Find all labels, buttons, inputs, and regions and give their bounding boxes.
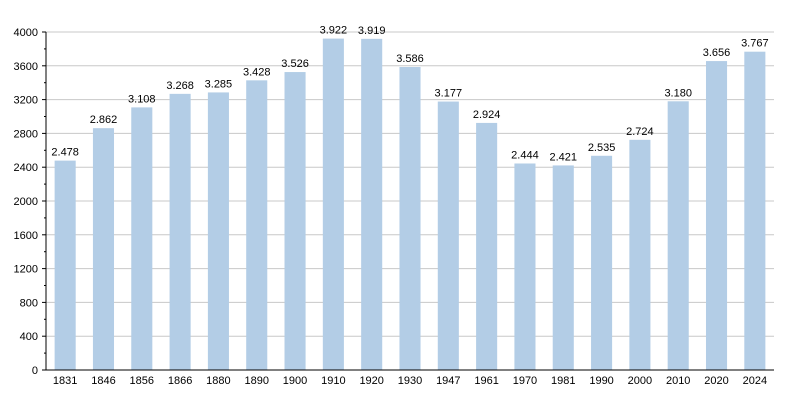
data-label-1880: 3.285 bbox=[205, 78, 233, 90]
data-label-1831: 2.478 bbox=[51, 147, 79, 159]
bars bbox=[54, 38, 766, 371]
x-tick-label: 1910 bbox=[321, 375, 345, 387]
x-tick-label: 1900 bbox=[283, 375, 307, 387]
x-tick-label: 2010 bbox=[666, 375, 690, 387]
x-tick-label: 1947 bbox=[436, 375, 460, 387]
x-tick-label: 2000 bbox=[628, 375, 652, 387]
data-label-1890: 3.428 bbox=[243, 66, 271, 78]
data-label-2000: 2.724 bbox=[626, 126, 654, 138]
data-label-2020: 3.656 bbox=[703, 47, 731, 59]
data-label-1910: 3.922 bbox=[320, 25, 348, 37]
bar-2000 bbox=[629, 139, 651, 370]
y-tick-label: 1600 bbox=[14, 230, 38, 242]
bar-1990 bbox=[591, 155, 613, 370]
bar-1947 bbox=[437, 101, 459, 370]
x-tick-label: 1880 bbox=[206, 375, 230, 387]
bar-1970 bbox=[514, 163, 536, 370]
bar-1846 bbox=[92, 128, 115, 370]
y-tick-label: 2400 bbox=[14, 162, 38, 174]
data-label-1981: 2.421 bbox=[549, 151, 577, 163]
x-tick-label: 1990 bbox=[589, 375, 613, 387]
bar-2010 bbox=[667, 101, 689, 370]
x-tick-label: 2024 bbox=[743, 375, 767, 387]
y-tick-label: 3200 bbox=[14, 95, 38, 107]
bar-1961 bbox=[476, 122, 498, 370]
data-label-1920: 3.919 bbox=[358, 25, 386, 37]
data-label-1866: 3.268 bbox=[166, 80, 194, 92]
data-label-2024: 3.767 bbox=[741, 38, 769, 50]
bar-2024 bbox=[744, 51, 766, 370]
data-label-2010: 3.180 bbox=[664, 87, 692, 99]
y-tick-label: 2800 bbox=[14, 128, 38, 140]
bar-1831 bbox=[54, 160, 76, 370]
x-tick-label: 2020 bbox=[704, 375, 728, 387]
x-tick-label: 1856 bbox=[130, 375, 154, 387]
y-tick-label: 3600 bbox=[14, 61, 38, 73]
y-tick-label: 400 bbox=[20, 331, 38, 343]
bar-1900 bbox=[284, 72, 306, 370]
bar-1920 bbox=[361, 38, 383, 370]
bar-1910 bbox=[322, 38, 344, 370]
x-tick-label: 1970 bbox=[513, 375, 537, 387]
bar-1930 bbox=[399, 66, 421, 370]
x-tick-label: 1846 bbox=[91, 375, 115, 387]
x-tick-label: 1890 bbox=[244, 375, 268, 387]
bar-2020 bbox=[705, 61, 728, 371]
bar-1890 bbox=[246, 80, 268, 371]
data-label-1970: 2.444 bbox=[511, 149, 539, 161]
data-label-1846: 2.862 bbox=[90, 114, 118, 126]
data-label-1947: 3.177 bbox=[435, 88, 463, 100]
x-tick-label: 1961 bbox=[474, 375, 498, 387]
bar-1880 bbox=[207, 92, 229, 370]
axes: 0 400 800 1200 1600 2000 2400 2800 3200 3600 4000 1… bbox=[14, 27, 774, 387]
x-tick-label: 1866 bbox=[168, 375, 192, 387]
data-label-1900: 3.526 bbox=[281, 58, 309, 70]
x-tick-label: 1831 bbox=[53, 375, 77, 387]
bar-1981 bbox=[552, 165, 574, 370]
data-label-1961: 2.924 bbox=[473, 109, 501, 121]
bar-1856 bbox=[131, 107, 153, 371]
y-tick-label: 800 bbox=[20, 297, 38, 309]
y-tick-label: 4000 bbox=[14, 27, 38, 39]
bar-1866 bbox=[169, 93, 191, 370]
x-tick-label: 1981 bbox=[551, 375, 575, 387]
data-label-1930: 3.586 bbox=[396, 53, 424, 65]
x-tick-label: 1930 bbox=[398, 375, 422, 387]
y-tick-label: 0 bbox=[32, 365, 38, 377]
x-tick-label: 1920 bbox=[359, 375, 383, 387]
data-label-1990: 2.535 bbox=[588, 142, 616, 154]
data-label-1856: 3.108 bbox=[128, 93, 156, 105]
data-labels: 2.478 2.862 3.108 3.268 3.285 3.428 3.526 3.922… bbox=[51, 25, 768, 164]
y-tick-label: 1200 bbox=[14, 264, 38, 276]
y-tick-label: 2000 bbox=[14, 196, 38, 208]
